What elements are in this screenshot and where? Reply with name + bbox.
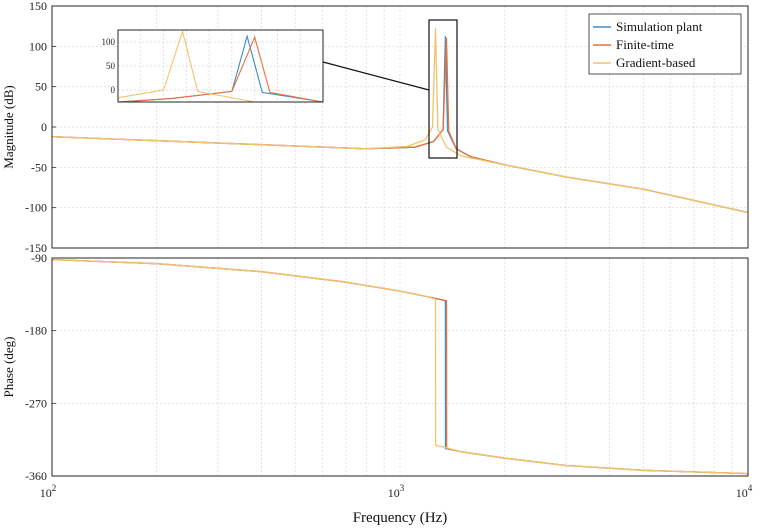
phase-axes-frame: [51, 257, 749, 477]
legend: Simulation plant Finite-time Gradient-base…: [588, 13, 742, 75]
zoom-connector-line: [322, 61, 430, 91]
inset-background: [118, 30, 323, 102]
y-tick-label: 50: [35, 80, 47, 94]
inset-y-tick-label: 0: [111, 85, 116, 95]
y-tick-label: -150: [25, 241, 47, 255]
magnitude-ylabel: Magnitude (dB): [1, 85, 16, 168]
y-tick-label: 0: [41, 120, 47, 134]
legend-entry: Finite-time: [616, 37, 674, 52]
phase-ylabel: Phase (deg): [1, 336, 16, 397]
y-tick-label: 150: [29, 0, 47, 13]
y-tick-label: -180: [25, 324, 47, 338]
zoom-inset: 0 50 100: [102, 29, 324, 103]
magnitude-series: [51, 27, 749, 214]
y-tick-label: -50: [31, 160, 47, 174]
magnitude-y-ticks: -150 -100 -50 0 50 100 150: [25, 0, 56, 255]
x-tick-label: 103: [388, 483, 405, 500]
y-tick-label: -360: [25, 469, 47, 483]
inset-y-tick-label: 50: [106, 61, 116, 71]
series-line-3: [51, 258, 749, 475]
x-axis-label: Frequency (Hz): [353, 510, 448, 526]
y-tick-label: 100: [29, 39, 47, 53]
zoom-region-box: [428, 19, 458, 159]
y-tick-label: -100: [25, 201, 47, 215]
y-tick-label: -90: [31, 251, 47, 265]
phase-y-ticks: -360 -270 -180 -90: [25, 251, 56, 483]
legend-entry: Simulation plant: [616, 19, 703, 34]
inset-frame: [117, 29, 324, 103]
series-line-3: [51, 27, 749, 214]
x-tick-label: 102: [40, 483, 57, 500]
inset-y-tick-label: 100: [102, 37, 116, 47]
inset-series-line-2: [117, 35, 324, 103]
inset-y-ticks: 0 50 100: [102, 37, 116, 95]
phase-panel: -360 -270 -180 -90 Phase (deg) 102 103 104 Fr…: [1, 251, 753, 526]
inset-grid: [118, 30, 323, 102]
x-ticks: 102 103 104: [40, 483, 753, 500]
legend-box: [588, 13, 742, 75]
y-tick-label: -270: [25, 396, 47, 410]
phase-series: [51, 258, 749, 475]
legend-entry: Gradient-based: [616, 55, 696, 70]
x-tick-label: 104: [736, 483, 753, 500]
magnitude-panel: -150 -100 -50 0 50 100 150 Magnitude (dB) 0 50 1…: [1, 0, 749, 255]
